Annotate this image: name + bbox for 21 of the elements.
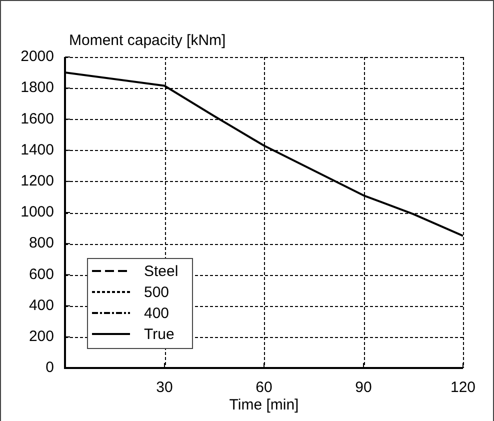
x-tick-label: 60 — [256, 379, 272, 396]
legend-label: Steel — [144, 263, 178, 280]
y-axis-title: Moment capacity [kNm] — [69, 32, 226, 49]
x-tick-label: 90 — [355, 379, 372, 396]
y-tick-label: 1800 — [20, 79, 54, 96]
y-tick-label: 400 — [28, 296, 54, 314]
y-tick-label: 600 — [28, 266, 54, 283]
y-tick-label: 0 — [46, 359, 54, 376]
y-tick-label: 1400 — [20, 141, 54, 158]
y-tick-label: 1000 — [20, 204, 54, 221]
x-tick-label: 120 — [450, 379, 476, 396]
y-tick-label: 1600 — [20, 110, 54, 128]
x-axis-title: Time [min] — [229, 396, 299, 414]
legend-label: True — [144, 326, 174, 344]
y-tick-label: 1200 — [20, 172, 54, 190]
y-tick-label: 2000 — [20, 48, 54, 66]
x-tick-label: 30 — [156, 379, 173, 396]
y-tick-label: 200 — [28, 328, 54, 346]
legend-label: 400 — [144, 305, 170, 322]
y-tick-label: 800 — [28, 234, 54, 252]
legend-label: 500 — [144, 284, 170, 302]
